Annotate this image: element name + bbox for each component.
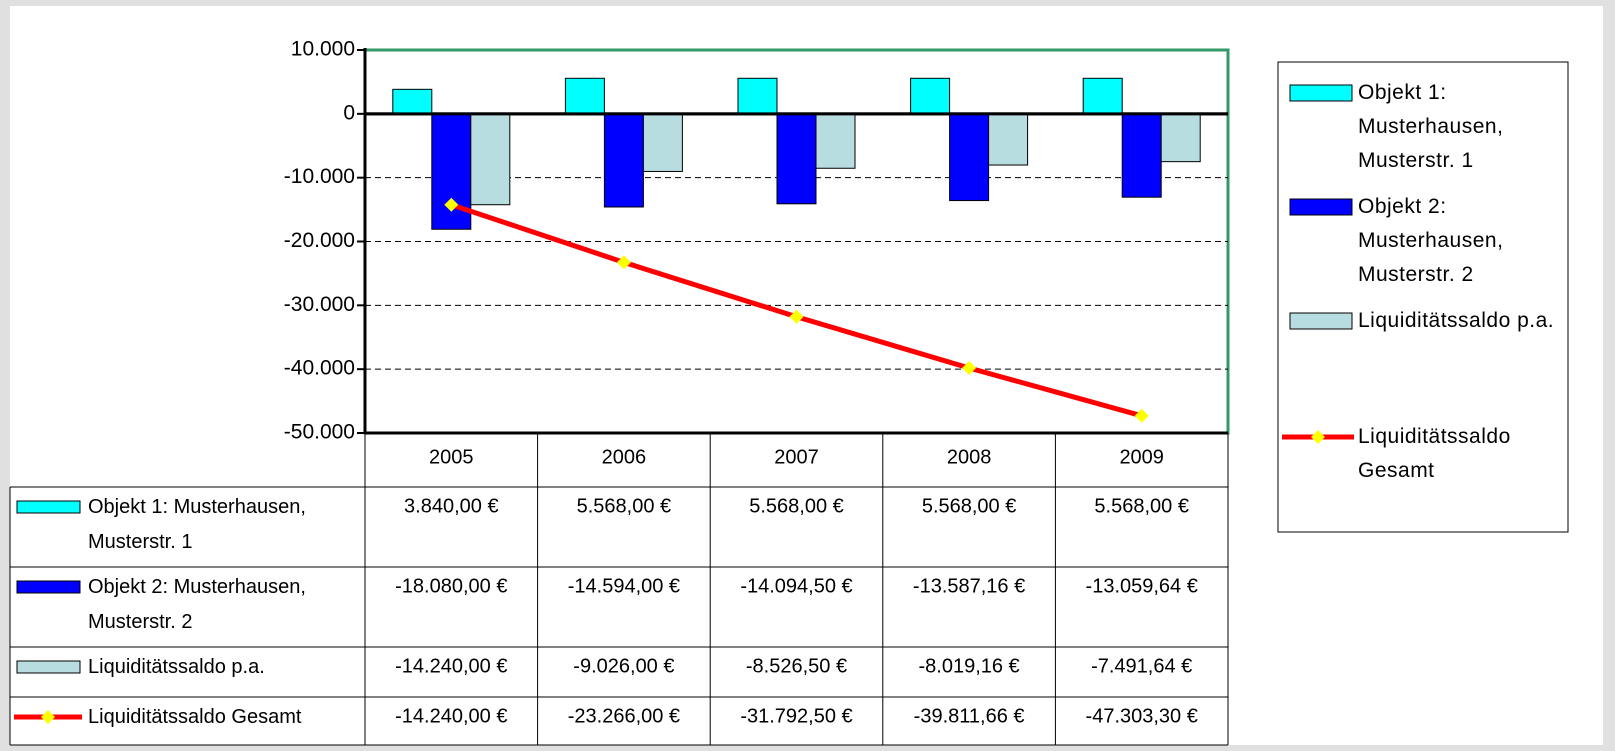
table-value: -18.080,00 €: [395, 575, 507, 597]
y-tick-label: -10.000: [284, 165, 355, 188]
table-row-label: Liquiditätssaldo Gesamt: [88, 705, 302, 728]
bar: [1121, 113, 1162, 198]
table-value: 5.568,00 €: [749, 495, 844, 517]
table-value: -14.594,00 €: [568, 575, 680, 597]
legend: [1277, 61, 1569, 533]
legend-key: [1289, 198, 1353, 216]
legend-label: Liquiditätssaldo p.a.: [1358, 309, 1555, 332]
table-value: 3.840,00 €: [404, 495, 499, 517]
legend-label: Objekt 2: Musterhausen, Musterstr. 2: [1358, 195, 1504, 286]
table-value: -31.792,50 €: [740, 705, 852, 727]
bar: [988, 113, 1029, 166]
table-value: -14.094,50 €: [740, 575, 852, 597]
x-tick-label: 2008: [947, 446, 992, 468]
table-value: -23.266,00 €: [568, 705, 680, 727]
bar: [603, 113, 644, 208]
bar: [431, 113, 472, 230]
table-value: -8.019,16 €: [918, 655, 1019, 677]
bar: [470, 113, 511, 206]
marker: [616, 255, 631, 270]
bar: [392, 88, 433, 115]
table-value: 5.568,00 €: [577, 495, 672, 517]
y-tick-label: -20.000: [284, 229, 355, 252]
bar: [564, 77, 605, 115]
table-value: -14.240,00 €: [395, 705, 507, 727]
marker: [962, 360, 977, 375]
y-tick-label: -40.000: [284, 357, 355, 380]
x-tick-label: 2009: [1119, 446, 1164, 468]
table-value: -13.587,16 €: [913, 575, 1025, 597]
y-tick-label: 0: [343, 101, 355, 124]
x-tick-label: 2005: [429, 446, 474, 468]
bar: [737, 77, 778, 115]
bar: [776, 113, 817, 205]
legend-key: [1289, 312, 1353, 330]
bar: [910, 77, 951, 115]
y-tick-label: -50.000: [284, 421, 355, 444]
table-value: -8.526,50 €: [746, 655, 847, 677]
table-value: -39.811,66 €: [914, 705, 1025, 727]
table-value: -14.240,00 €: [395, 655, 507, 677]
y-tick-label: -30.000: [284, 293, 355, 316]
table-key: [16, 660, 81, 674]
table-key: [16, 500, 81, 514]
marker: [444, 197, 459, 212]
table-row-label: Liquiditätssaldo p.a.: [88, 655, 265, 678]
legend-label: Objekt 1: Musterhausen, Musterstr. 1: [1358, 81, 1504, 172]
table-value: -7.491,64 €: [1091, 655, 1192, 677]
table-row-label: Objekt 2: Musterhausen, Musterstr. 2: [88, 575, 306, 633]
table-row-label: Objekt 1: Musterhausen, Musterstr. 1: [88, 495, 306, 553]
marker: [41, 710, 55, 724]
table-key: [16, 580, 81, 594]
table-value: -13.059,64 €: [1086, 575, 1198, 597]
bar: [1082, 77, 1123, 115]
x-tick-label: 2006: [602, 446, 647, 468]
bar: [642, 113, 683, 172]
table-value: -9.026,00 €: [573, 655, 674, 677]
table-value: -47.303,30 €: [1086, 705, 1198, 727]
marker: [1311, 430, 1325, 444]
table-value: 5.568,00 €: [1094, 495, 1189, 517]
x-tick-label: 2007: [774, 446, 819, 468]
legend-key: [1289, 84, 1353, 102]
bar: [949, 113, 990, 202]
table-value: 5.568,00 €: [922, 495, 1017, 517]
y-tick-label: 10.000: [291, 38, 355, 61]
bar: [1160, 113, 1201, 163]
marker: [1134, 408, 1149, 423]
marker: [789, 309, 804, 324]
bar: [815, 113, 856, 169]
legend-label: Liquiditätssaldo Gesamt: [1358, 425, 1511, 482]
